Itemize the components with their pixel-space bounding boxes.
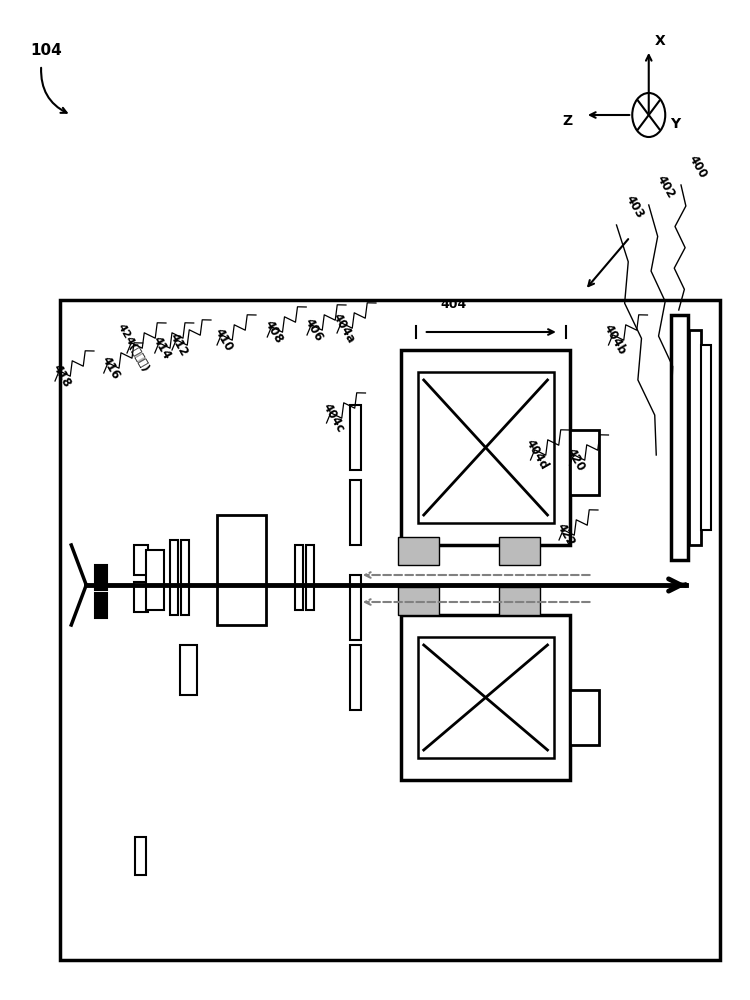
Bar <box>295 545 303 610</box>
Bar <box>499 537 540 565</box>
Text: 404c: 404c <box>320 401 346 435</box>
Text: 104: 104 <box>30 43 62 58</box>
Bar <box>170 540 178 615</box>
Text: 406: 406 <box>302 316 326 344</box>
Bar <box>418 372 554 523</box>
Text: 424(际断器): 424(际断器) <box>116 322 152 374</box>
Text: 402: 402 <box>654 173 677 201</box>
Bar <box>146 550 164 610</box>
Bar <box>688 330 700 545</box>
Text: 400: 400 <box>686 153 709 181</box>
Bar <box>701 345 711 530</box>
Text: 416: 416 <box>98 354 122 382</box>
Text: 404d: 404d <box>523 437 551 473</box>
Text: 412: 412 <box>166 331 190 359</box>
Bar <box>350 405 361 470</box>
Bar <box>401 350 570 545</box>
Bar <box>102 593 106 618</box>
Bar <box>398 537 439 565</box>
Bar <box>350 480 361 545</box>
Bar <box>135 837 146 875</box>
Bar <box>180 645 196 695</box>
Bar <box>102 565 106 590</box>
Text: 408: 408 <box>262 318 286 346</box>
Bar <box>499 587 540 615</box>
Text: 414: 414 <box>149 334 173 362</box>
Bar <box>134 545 148 575</box>
Text: 404: 404 <box>441 298 466 311</box>
Bar <box>570 430 598 495</box>
Bar <box>134 582 148 612</box>
Bar <box>306 545 314 610</box>
Text: 422: 422 <box>554 521 578 549</box>
Bar <box>398 587 439 615</box>
Text: X: X <box>655 34 665 48</box>
Bar <box>181 540 189 615</box>
Bar <box>350 575 361 640</box>
Text: 420: 420 <box>564 446 588 474</box>
Text: 404b: 404b <box>601 322 629 358</box>
Text: 410: 410 <box>211 326 236 354</box>
Bar <box>95 593 100 618</box>
Bar <box>217 515 266 625</box>
Text: 404a: 404a <box>330 311 357 345</box>
Text: 418: 418 <box>50 362 74 390</box>
Bar <box>671 315 688 560</box>
Bar <box>60 300 720 960</box>
Bar <box>95 565 100 590</box>
Bar <box>570 690 598 745</box>
Text: 403: 403 <box>622 193 646 221</box>
Bar <box>350 645 361 710</box>
Bar <box>401 615 570 780</box>
Text: Z: Z <box>562 114 573 128</box>
Text: Y: Y <box>670 117 680 131</box>
Bar <box>418 637 554 758</box>
